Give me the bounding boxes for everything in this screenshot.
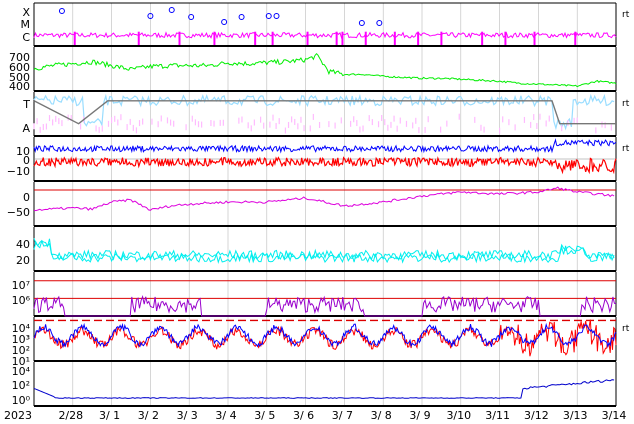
- x-tick-label: 3/12: [524, 409, 549, 422]
- panels: [33, 7, 617, 399]
- kp-line: [33, 239, 615, 265]
- x-tick-label: 3/14: [602, 409, 627, 422]
- x-tick-label: 3/ 2: [138, 409, 159, 422]
- y-tick-label: 0: [23, 191, 30, 204]
- flare-marker: [265, 13, 272, 19]
- bz-line: [33, 156, 617, 175]
- y-tick-label: X: [22, 6, 30, 19]
- x-tick-label: 3/ 4: [215, 409, 236, 422]
- flare-marker: [168, 7, 175, 13]
- y-tick-label: M: [21, 18, 31, 31]
- flare-marker: [58, 8, 65, 14]
- flare-marker: [376, 20, 383, 26]
- x-tick-label: 2/28: [58, 409, 83, 422]
- panel-right-mark: rt: [622, 10, 630, 20]
- panel-right-mark: rt: [622, 324, 630, 334]
- y-tick-label: 500: [9, 71, 30, 84]
- x-tick-label: 3/ 1: [99, 409, 120, 422]
- y-tick-label: 400: [9, 80, 30, 93]
- axis-labels: XMCrt700600500400TArt100−10rt0−50402010⁷…: [7, 6, 630, 407]
- flare-marker: [221, 19, 228, 25]
- x-tick-label: 3/ 3: [177, 409, 198, 422]
- panel-right-mark: rt: [622, 99, 630, 109]
- y-tick-label: 0: [23, 154, 30, 167]
- electron-low-energy-line: [33, 319, 617, 357]
- flare-marker: [273, 13, 280, 19]
- y-tick-label: 10⁰: [12, 394, 31, 407]
- alpha-ratio-line: [33, 100, 616, 125]
- xray-flux-line: [33, 31, 617, 40]
- y-tick-label: 10³: [12, 333, 30, 346]
- y-tick-label: 10²: [12, 379, 30, 392]
- x-tick-label: 3/ 9: [409, 409, 430, 422]
- bt-line: [33, 138, 617, 154]
- x-tick-label: 3/ 5: [254, 409, 275, 422]
- electron-high-energy-line: [33, 322, 617, 349]
- x-tick-label: 3/11: [485, 409, 510, 422]
- y-tick-label: −10: [7, 165, 30, 178]
- y-tick-label: 40: [16, 238, 30, 251]
- x-year-label: 2023: [4, 409, 32, 422]
- y-tick-label: 600: [9, 61, 30, 74]
- proton-flux-line: [33, 294, 617, 317]
- x-tick-label: 3/ 6: [293, 409, 314, 422]
- flare-marker: [147, 13, 154, 19]
- y-tick-label: C: [22, 31, 30, 44]
- y-tick-label: 10⁷: [12, 279, 30, 292]
- gridlines: [33, 2, 617, 407]
- wind-speed-line: [33, 52, 617, 88]
- temperature-line: [33, 93, 615, 131]
- phi-line: [33, 186, 615, 212]
- x-tick-label: 3/10: [446, 409, 471, 422]
- y-tick-label: T: [22, 98, 30, 111]
- y-tick-label: 10⁴: [12, 365, 31, 378]
- flare-marker: [238, 14, 245, 20]
- y-tick-label: 20: [16, 254, 30, 267]
- y-tick-label: 700: [9, 51, 30, 64]
- y-tick-label: 10⁶: [12, 294, 31, 307]
- kp-line: [33, 238, 615, 261]
- ion-flux-line: [33, 379, 615, 399]
- x-tick-label: 3/ 7: [332, 409, 353, 422]
- flare-marker: [358, 20, 365, 26]
- y-tick-label: 10⁴: [12, 322, 31, 335]
- panel-right-mark: rt: [622, 144, 630, 154]
- y-tick-label: A: [22, 122, 30, 135]
- y-tick-label: 10²: [12, 344, 30, 357]
- y-tick-label: 10¹: [12, 355, 30, 368]
- x-tick-label: 3/ 8: [371, 409, 392, 422]
- flare-marker: [188, 14, 195, 20]
- y-tick-label: 10: [16, 145, 30, 158]
- x-tick-labels: 2/28 3/ 1 3/ 2 3/ 3 3/ 4 3/ 5 3/ 6 3/ 7 3/ 8 3/ 9…: [58, 409, 626, 422]
- x-tick-label: 3/13: [563, 409, 588, 422]
- y-tick-label: −50: [7, 206, 30, 219]
